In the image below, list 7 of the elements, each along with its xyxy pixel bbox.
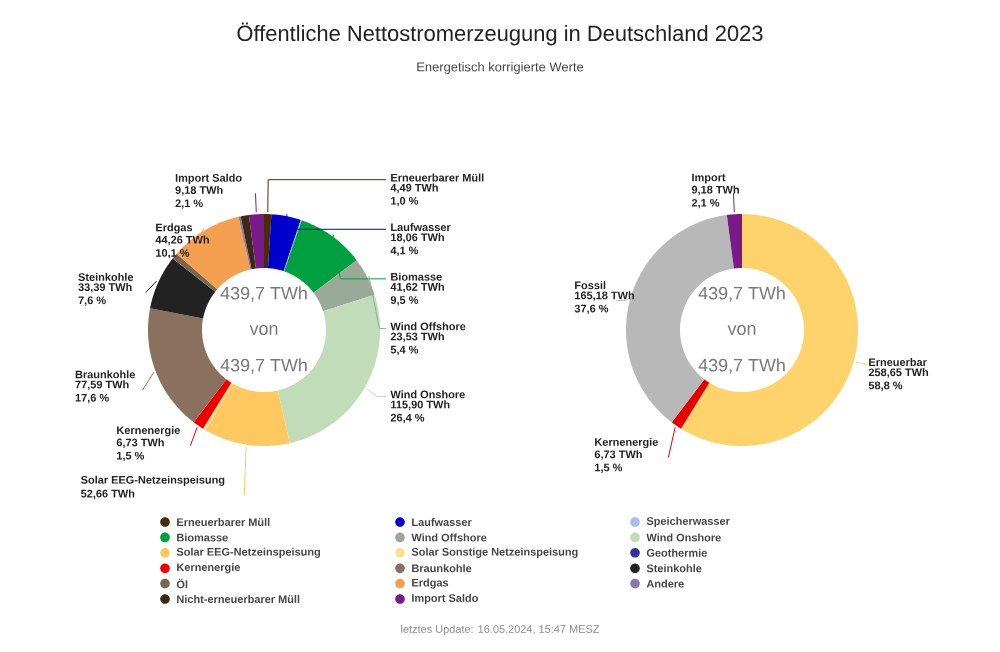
text: von (249, 325, 278, 335)
text: 439,7 TWh (220, 358, 307, 374)
text: 439,7 TWh (220, 286, 307, 302)
text: 439,7 TWh (698, 286, 785, 302)
text: von (727, 325, 756, 335)
chart-title: Öffentliche Nettostromerzeugung in Deutschland 2023 (237, 22, 763, 46)
text: 439,7 TWh (698, 358, 785, 374)
